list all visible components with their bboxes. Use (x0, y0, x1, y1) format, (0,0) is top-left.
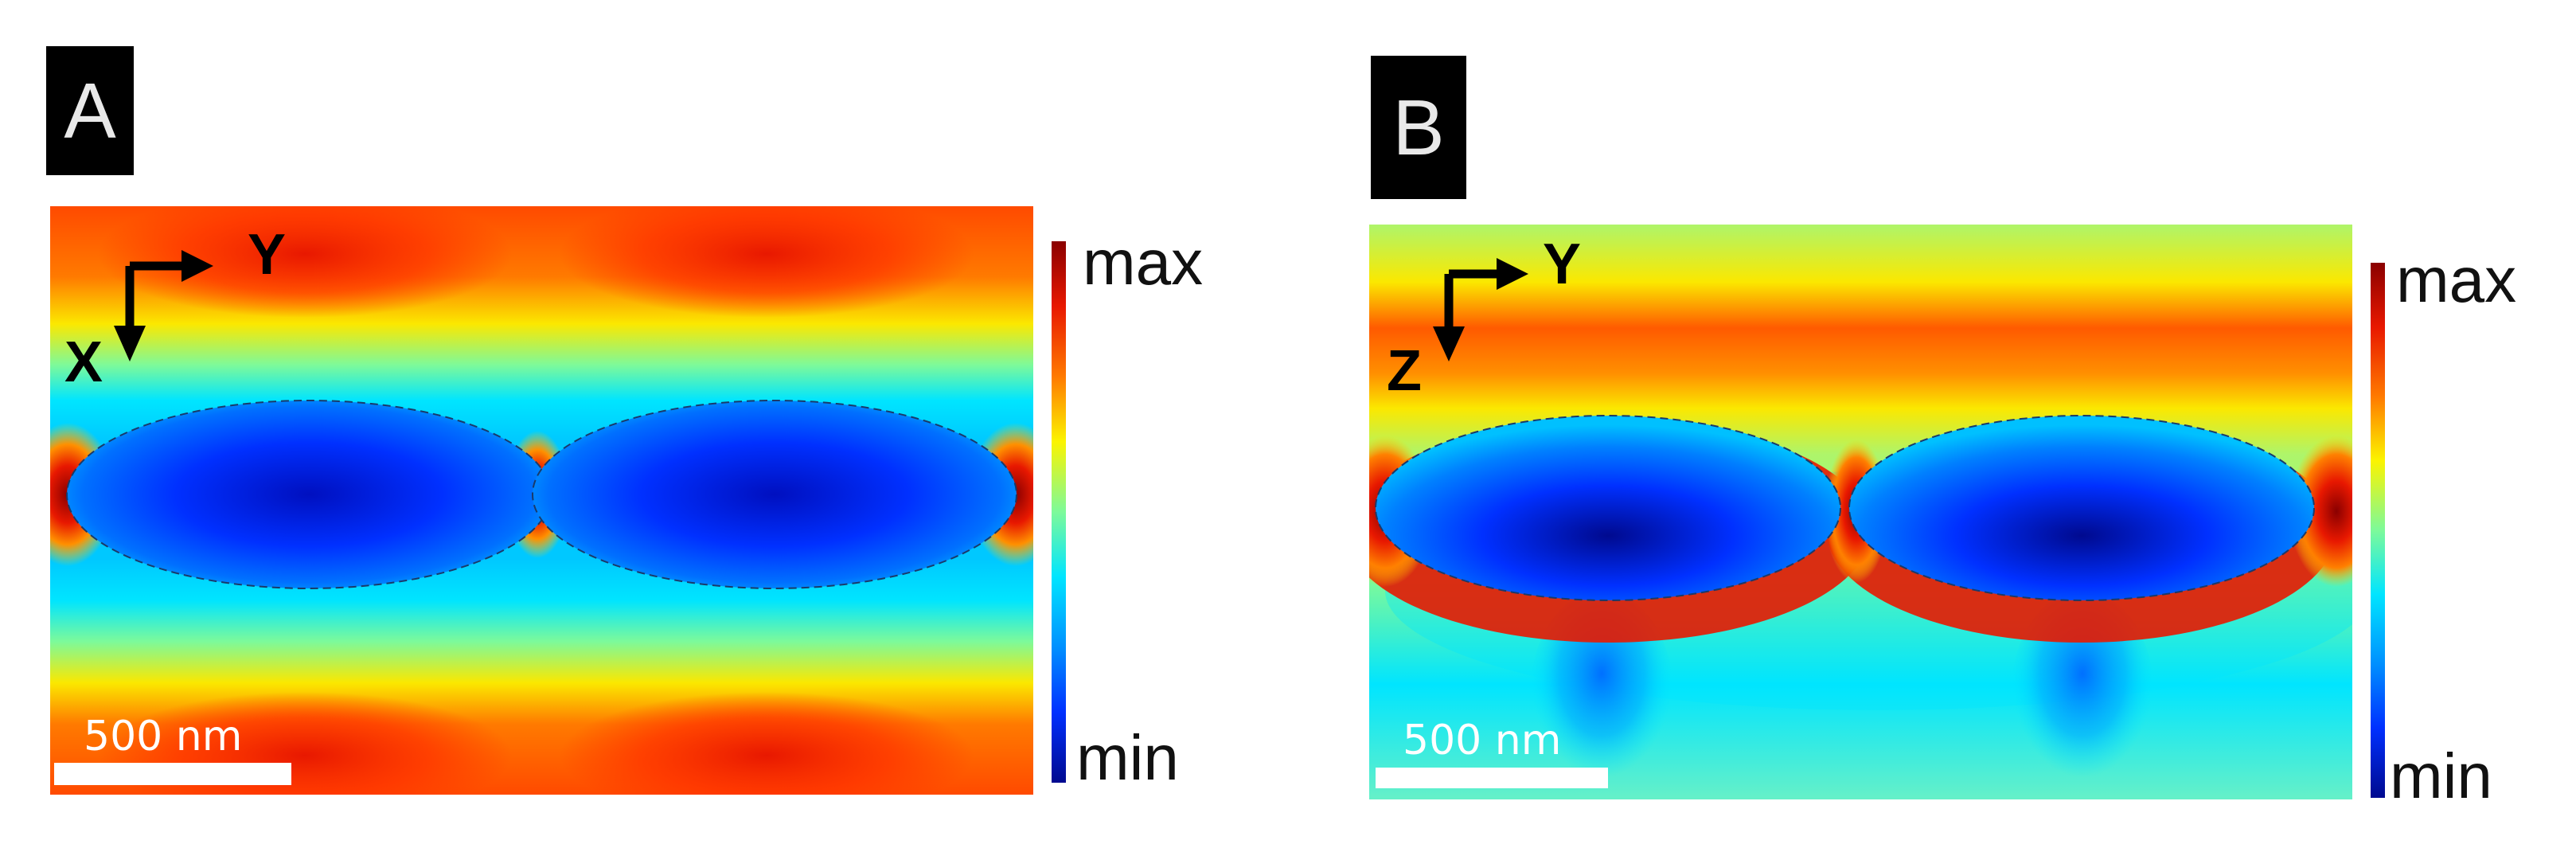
colorbar-a-max: max (1083, 227, 1204, 298)
panel-a-letter: A (64, 66, 116, 154)
axis-arrows (114, 250, 213, 361)
colorbar-b (2371, 263, 2385, 798)
scale-label-a: 500 nm (84, 713, 243, 760)
axis-label-horizontal-b: Y (1543, 233, 1582, 296)
panel-b-field-map: Y Z 500 nm (1369, 225, 2352, 799)
colorbar-a-min: min (1076, 722, 1179, 793)
scale-bar-b (1376, 768, 1608, 788)
particle-right (532, 400, 1017, 589)
panel-b-letter: B (1392, 83, 1445, 171)
colorbar-b-min: min (2390, 741, 2492, 811)
panel-a-tag: A (46, 46, 134, 175)
scale-bar-a (54, 763, 291, 785)
axis-label-vertical-a: X (64, 330, 103, 394)
colorbar-a (1052, 241, 1066, 783)
colorbar-b-max: max (2396, 244, 2517, 315)
particle-left (1375, 415, 1841, 601)
particle-right (1848, 415, 2315, 601)
scale-label-b: 500 nm (1403, 717, 1562, 764)
axis-label-vertical-b: Z (1387, 339, 1422, 403)
particle-left (66, 400, 552, 589)
panel-b-tag: B (1371, 56, 1466, 199)
axis-label-horizontal-a: Y (248, 223, 287, 287)
panel-a-field-map: Y X 500 nm (50, 206, 1033, 795)
axis-arrows (1433, 258, 1528, 361)
